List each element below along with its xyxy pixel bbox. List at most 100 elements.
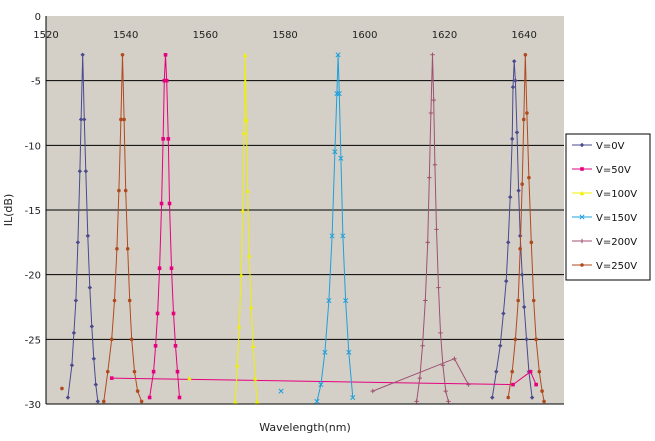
data-point: [428, 110, 434, 116]
data-point: [120, 53, 125, 57]
data-point: [523, 53, 528, 57]
data-point: [151, 369, 156, 374]
data-point: [520, 182, 524, 186]
data-point: [336, 91, 342, 97]
data-point: [525, 111, 529, 115]
data-point: [452, 356, 457, 361]
data-point: [115, 247, 119, 251]
data-point: [69, 363, 75, 368]
data-point: [443, 388, 448, 394]
data-point: [490, 395, 495, 400]
data-point: [129, 337, 134, 342]
data-point: [80, 52, 85, 57]
legend: V=0V V=50V V=100V V=150V V=200V V=250V: [565, 133, 651, 281]
x-axis-label: Wavelength(nm): [259, 421, 351, 434]
data-point: [343, 297, 349, 304]
legend-label: V=100V: [596, 189, 637, 200]
series-V=100V: [187, 52, 260, 404]
series-line: [67, 54, 99, 402]
data-point: [163, 53, 168, 57]
data-point: [235, 363, 240, 368]
series-V=200V: [370, 52, 471, 404]
series-line: [416, 54, 449, 402]
x-tick-label: 1620: [432, 30, 457, 41]
data-point: [524, 337, 529, 342]
legend-box: [565, 133, 651, 281]
series-line: [111, 370, 537, 386]
data-point: [318, 382, 324, 388]
legend-label: V=200V: [596, 237, 637, 248]
x-tick-labels: 1520 1540 1560 1580 1600 1620 1640: [33, 30, 537, 41]
data-point: [171, 311, 176, 316]
data-point: [350, 394, 356, 401]
data-point: [425, 240, 430, 245]
data-point: [159, 201, 164, 206]
data-point: [173, 344, 178, 348]
data-point: [233, 399, 238, 404]
data-point: [60, 386, 64, 391]
data-point: [167, 201, 172, 206]
data-point: [82, 117, 87, 122]
data-point: [278, 388, 284, 394]
data-point: [87, 285, 93, 290]
data-point: [423, 298, 428, 303]
data-point: [127, 298, 132, 303]
data-point: [513, 78, 518, 83]
data-point: [105, 369, 110, 374]
data-point: [518, 247, 522, 251]
data-point: [155, 311, 160, 316]
data-point: [177, 395, 182, 400]
data-point: [237, 324, 242, 329]
data-point: [249, 304, 254, 310]
data-point: [510, 84, 516, 90]
data-point: [75, 240, 81, 245]
data-point: [239, 272, 244, 277]
data-point: [109, 376, 114, 380]
data-point: [187, 375, 192, 381]
x-tick-label: 1640: [511, 30, 536, 41]
data-point: [513, 337, 518, 342]
data-point: [123, 188, 128, 193]
data-point: [506, 395, 511, 400]
data-point: [417, 375, 422, 381]
data-point: [83, 169, 89, 174]
data-point: [89, 324, 95, 329]
series-V=250V: [60, 53, 546, 404]
data-point: [175, 369, 180, 374]
data-point: [73, 298, 79, 303]
data-point: [340, 233, 346, 239]
series-line: [103, 54, 143, 402]
x-tick-label: 1560: [193, 30, 218, 41]
legend-items: V=0V V=50V V=100V V=150V V=200V V=250V: [572, 141, 637, 272]
data-point: [431, 97, 436, 103]
series-V=50V: [109, 53, 538, 400]
data-point: [251, 343, 256, 348]
data-point: [434, 227, 439, 232]
data-point: [510, 136, 515, 142]
data-point: [438, 330, 443, 336]
legend-label: V=0V: [596, 141, 625, 152]
data-point: [414, 399, 419, 404]
x-tick-label: 1580: [272, 30, 297, 41]
data-point: [244, 117, 249, 122]
data-point: [579, 214, 585, 220]
legend-label: V=250V: [596, 261, 637, 272]
gridlines: [46, 80, 564, 405]
series-V=0V: [65, 52, 535, 404]
y-tick-labels: 0 -5 -10 -15 -20 -25 -30: [25, 12, 41, 411]
data-point: [147, 395, 152, 400]
data-point: [247, 253, 252, 258]
x-tick-label: 1540: [113, 30, 138, 41]
data-point: [119, 117, 123, 122]
data-point: [432, 162, 438, 167]
series-line: [507, 54, 545, 402]
data-point: [504, 278, 509, 284]
data-point: [579, 142, 585, 148]
legend-label: V=150V: [596, 213, 637, 224]
data-point: [370, 388, 375, 394]
data-point: [510, 369, 514, 374]
data-point: [494, 369, 499, 374]
data-point: [169, 266, 174, 270]
data-point: [329, 233, 335, 239]
data-point: [534, 382, 538, 387]
